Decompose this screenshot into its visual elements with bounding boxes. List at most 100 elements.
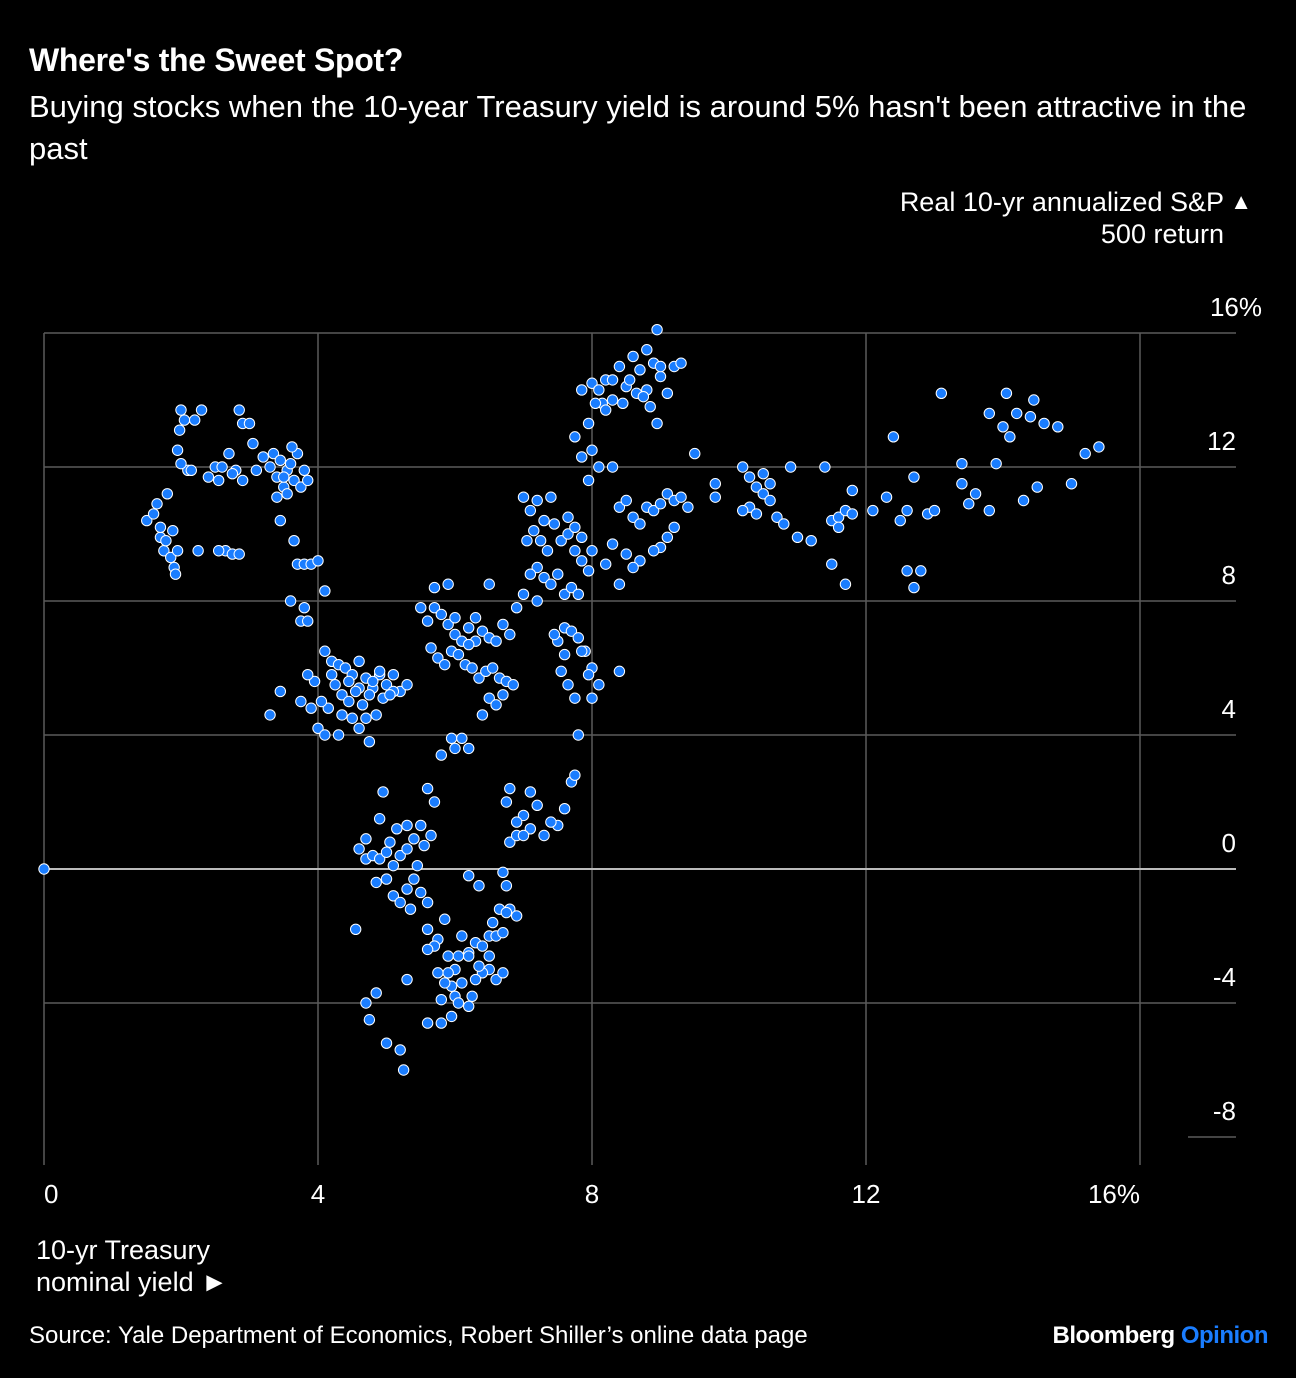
data-point (545, 491, 557, 503)
data-point (606, 374, 619, 386)
data-point (195, 404, 208, 416)
data-point (1093, 441, 1105, 453)
data-point (600, 558, 612, 570)
data-point (483, 578, 495, 590)
data-point (538, 514, 550, 527)
data-point (562, 528, 574, 540)
data-point (613, 501, 626, 513)
y-axis-label: Real 10-yr annualized S&P 500 return ▲ (894, 186, 1252, 250)
data-point (826, 558, 838, 570)
data-point (569, 692, 581, 704)
data-point (963, 498, 975, 510)
data-point (545, 816, 557, 828)
data-point (370, 987, 382, 999)
data-point (750, 481, 763, 493)
data-point (288, 474, 300, 487)
data-point (332, 729, 345, 741)
data-point (613, 665, 626, 678)
data-point (504, 628, 516, 641)
data-point (558, 648, 571, 661)
data-point (476, 709, 489, 721)
data-point (202, 471, 215, 483)
data-point (552, 568, 564, 580)
data-point (329, 679, 341, 691)
data-point (901, 565, 913, 577)
data-point (634, 364, 646, 376)
y-tick-label: -4 (1213, 962, 1236, 992)
data-point (1004, 431, 1016, 443)
data-point (593, 384, 605, 396)
data-point (391, 823, 403, 835)
data-point (445, 1010, 458, 1023)
data-point (894, 514, 906, 527)
data-point (576, 451, 588, 463)
data-point (169, 568, 182, 580)
data-point (343, 695, 355, 708)
y-axis-label-text: Real 10-yr annualized S&P 500 return (899, 187, 1224, 249)
y-tick-label: 4 (1222, 694, 1236, 724)
data-point (216, 461, 228, 473)
data-point (490, 973, 502, 986)
data-point (956, 478, 968, 490)
data-point (497, 967, 509, 979)
data-point (302, 615, 314, 627)
data-point (233, 548, 245, 560)
data-point (435, 608, 447, 621)
data-point (531, 494, 543, 507)
x-axis-label-line1: 10-yr Treasury (36, 1235, 211, 1265)
data-point (627, 561, 639, 574)
data-point (1052, 421, 1064, 433)
data-point (517, 829, 530, 842)
data-point (411, 859, 424, 872)
data-point (449, 612, 461, 624)
data-point (319, 645, 331, 657)
data-point (582, 474, 595, 487)
data-point (521, 535, 533, 547)
data-point (990, 457, 1002, 470)
data-point (548, 518, 561, 530)
data-point (223, 447, 235, 460)
data-point (147, 508, 160, 520)
data-point (545, 578, 557, 590)
tick-labels: 0 4 8 12 16% 16% 12 8 4 0 -4 -8 (44, 292, 1262, 1209)
data-point (421, 896, 434, 909)
data-point (661, 488, 674, 500)
data-point (562, 679, 574, 691)
data-point (983, 407, 995, 420)
data-point (497, 618, 509, 631)
data-point (387, 859, 400, 872)
data-point (784, 461, 797, 473)
data-point (439, 977, 451, 989)
data-point (363, 736, 376, 748)
data-point (490, 635, 502, 647)
data-point (380, 846, 393, 858)
data-point (606, 461, 619, 473)
data-point (832, 521, 845, 533)
data-point (507, 679, 519, 691)
data-point (623, 374, 636, 386)
data-point (620, 548, 632, 560)
data-point (394, 896, 406, 909)
data-point (425, 642, 437, 654)
data-point (617, 397, 629, 410)
data-point (466, 990, 478, 1002)
data-point (274, 454, 287, 466)
data-point (349, 923, 362, 935)
data-point (534, 535, 547, 547)
data-point (466, 662, 478, 674)
data-point (428, 796, 441, 808)
data-point (531, 799, 543, 812)
data-point (555, 535, 567, 547)
data-point (997, 421, 1009, 433)
data-point (651, 417, 663, 430)
data-point (247, 437, 259, 450)
data-point (233, 404, 245, 416)
data-point (654, 360, 667, 373)
data-point (582, 565, 595, 577)
data-point (387, 669, 400, 681)
data-point (175, 457, 187, 470)
data-point (373, 665, 386, 678)
data-point (370, 876, 382, 889)
data-point (510, 910, 523, 922)
data-point (562, 511, 574, 523)
